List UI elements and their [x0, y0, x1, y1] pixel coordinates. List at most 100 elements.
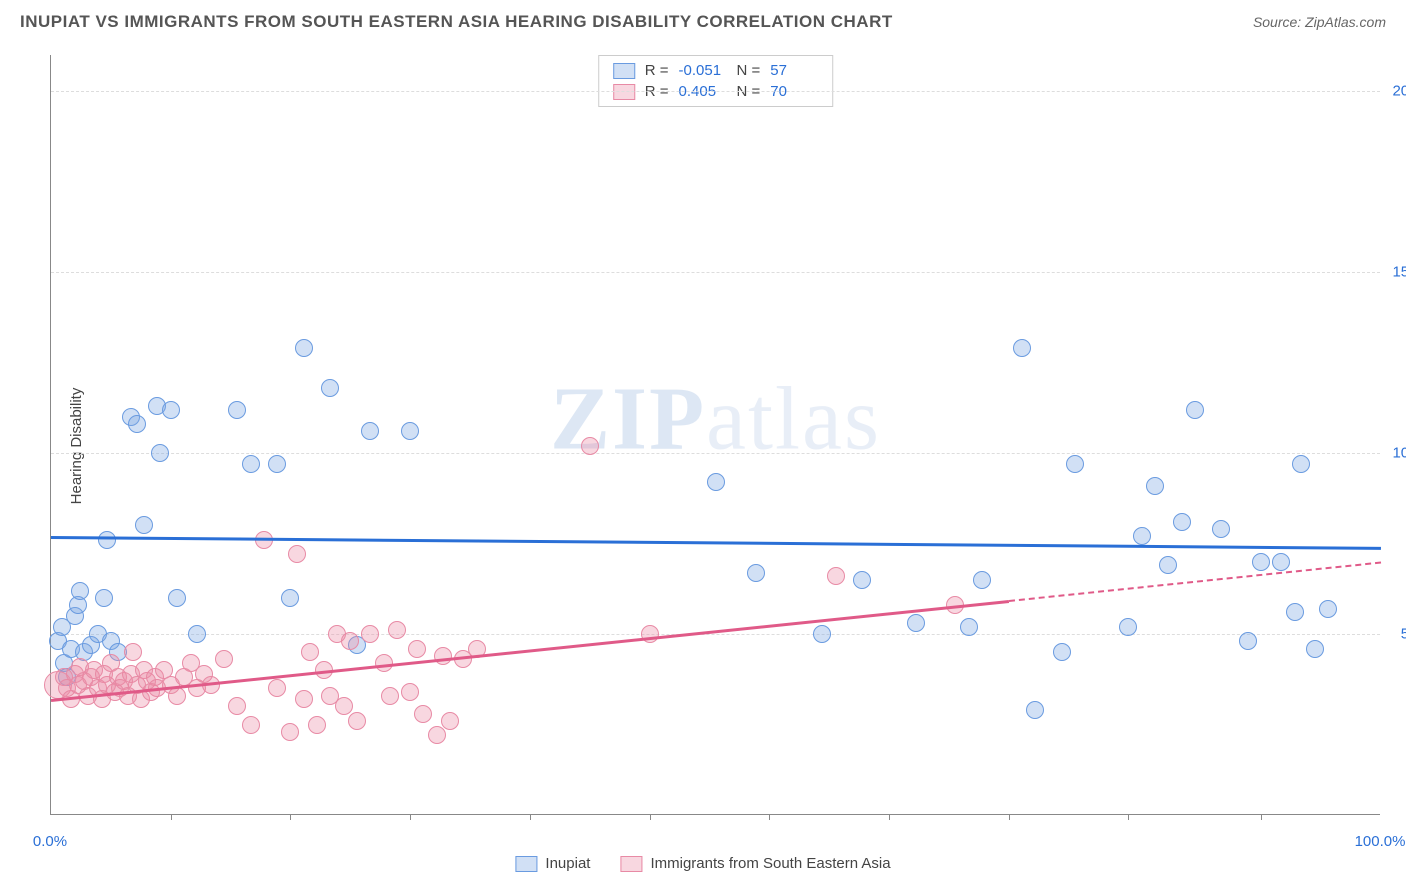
x-tick-label: 100.0% [1355, 833, 1406, 850]
scatter-point [1212, 520, 1230, 538]
scatter-point [907, 614, 925, 632]
gridline [51, 272, 1380, 273]
chart-title: INUPIAT VS IMMIGRANTS FROM SOUTH EASTERN… [20, 12, 893, 32]
x-tick [530, 814, 531, 820]
scatter-point [268, 679, 286, 697]
source-attribution: Source: ZipAtlas.com [1253, 14, 1386, 30]
scatter-point [414, 705, 432, 723]
x-tick [650, 814, 651, 820]
scatter-point [242, 716, 260, 734]
legend-swatch [620, 856, 642, 872]
scatter-point [1272, 553, 1290, 571]
y-tick-label: 5.0% [1401, 626, 1406, 643]
scatter-point [228, 697, 246, 715]
scatter-point [295, 690, 313, 708]
scatter-point [361, 422, 379, 440]
scatter-point [1119, 618, 1137, 636]
legend-label: Inupiat [545, 855, 590, 872]
scatter-point [747, 564, 765, 582]
scatter-point [441, 712, 459, 730]
x-tick-label: 0.0% [33, 833, 67, 850]
scatter-point [135, 516, 153, 534]
scatter-point [228, 401, 246, 419]
scatter-point [295, 339, 313, 357]
series-swatch [613, 63, 635, 79]
gridline [51, 91, 1380, 92]
scatter-point [1186, 401, 1204, 419]
scatter-point [381, 687, 399, 705]
stat-n-label: N = [737, 62, 761, 79]
scatter-point [281, 723, 299, 741]
scatter-point [581, 437, 599, 455]
scatter-point [242, 455, 260, 473]
scatter-point [361, 625, 379, 643]
trendline [51, 600, 1009, 702]
scatter-point [827, 567, 845, 585]
scatter-point [162, 401, 180, 419]
scatter-point [1319, 600, 1337, 618]
scatter-point [1286, 603, 1304, 621]
scatter-point [388, 621, 406, 639]
y-tick-label: 15.0% [1392, 264, 1406, 281]
scatter-point [301, 643, 319, 661]
scatter-point [1292, 455, 1310, 473]
x-tick [1261, 814, 1262, 820]
scatter-point [168, 589, 186, 607]
scatter-point [1013, 339, 1031, 357]
scatter-point [853, 571, 871, 589]
scatter-point [1053, 643, 1071, 661]
stat-r-label: R = [645, 62, 669, 79]
x-tick [410, 814, 411, 820]
watermark: ZIPatlas [550, 368, 881, 471]
scatter-point [1066, 455, 1084, 473]
x-tick [1128, 814, 1129, 820]
scatter-point [707, 473, 725, 491]
scatter-point [1306, 640, 1324, 658]
legend-item: Immigrants from South Eastern Asia [620, 855, 890, 872]
chart-header: INUPIAT VS IMMIGRANTS FROM SOUTH EASTERN… [0, 0, 1406, 40]
scatter-point [71, 582, 89, 600]
x-tick [889, 814, 890, 820]
scatter-point [281, 589, 299, 607]
scatter-point [401, 422, 419, 440]
scatter-point [215, 650, 233, 668]
scatter-point [168, 687, 186, 705]
legend-swatch [515, 856, 537, 872]
x-tick [769, 814, 770, 820]
trendline [1008, 562, 1381, 602]
scatter-point [1173, 513, 1191, 531]
scatter-point [1026, 701, 1044, 719]
legend-label: Immigrants from South Eastern Asia [650, 855, 890, 872]
x-tick [290, 814, 291, 820]
scatter-point [188, 625, 206, 643]
scatter-point [434, 647, 452, 665]
x-tick [1009, 814, 1010, 820]
scatter-point [1133, 527, 1151, 545]
scatter-point [98, 531, 116, 549]
trendline [51, 536, 1381, 549]
scatter-point [960, 618, 978, 636]
scatter-point [1239, 632, 1257, 650]
scatter-point [401, 683, 419, 701]
source-prefix: Source: [1253, 14, 1305, 30]
scatter-point [308, 716, 326, 734]
scatter-point [1146, 477, 1164, 495]
stat-r-value: -0.051 [679, 62, 727, 79]
scatter-point [813, 625, 831, 643]
scatter-point [321, 379, 339, 397]
scatter-point [124, 643, 142, 661]
stats-row: R = -0.051 N = 57 [613, 60, 819, 81]
scatter-point [128, 415, 146, 433]
scatter-point [341, 632, 359, 650]
scatter-point [1159, 556, 1177, 574]
gridline [51, 453, 1380, 454]
scatter-point [428, 726, 446, 744]
scatter-point [268, 455, 286, 473]
correlation-stats-box: R =-0.051N =57R =0.405N =70 [598, 55, 834, 107]
chart-legend: Inupiat Immigrants from South Eastern Asi… [515, 855, 890, 872]
stat-n-value: 57 [770, 62, 818, 79]
gridline [51, 634, 1380, 635]
scatter-point [95, 589, 113, 607]
scatter-point [151, 444, 169, 462]
scatter-point [348, 712, 366, 730]
